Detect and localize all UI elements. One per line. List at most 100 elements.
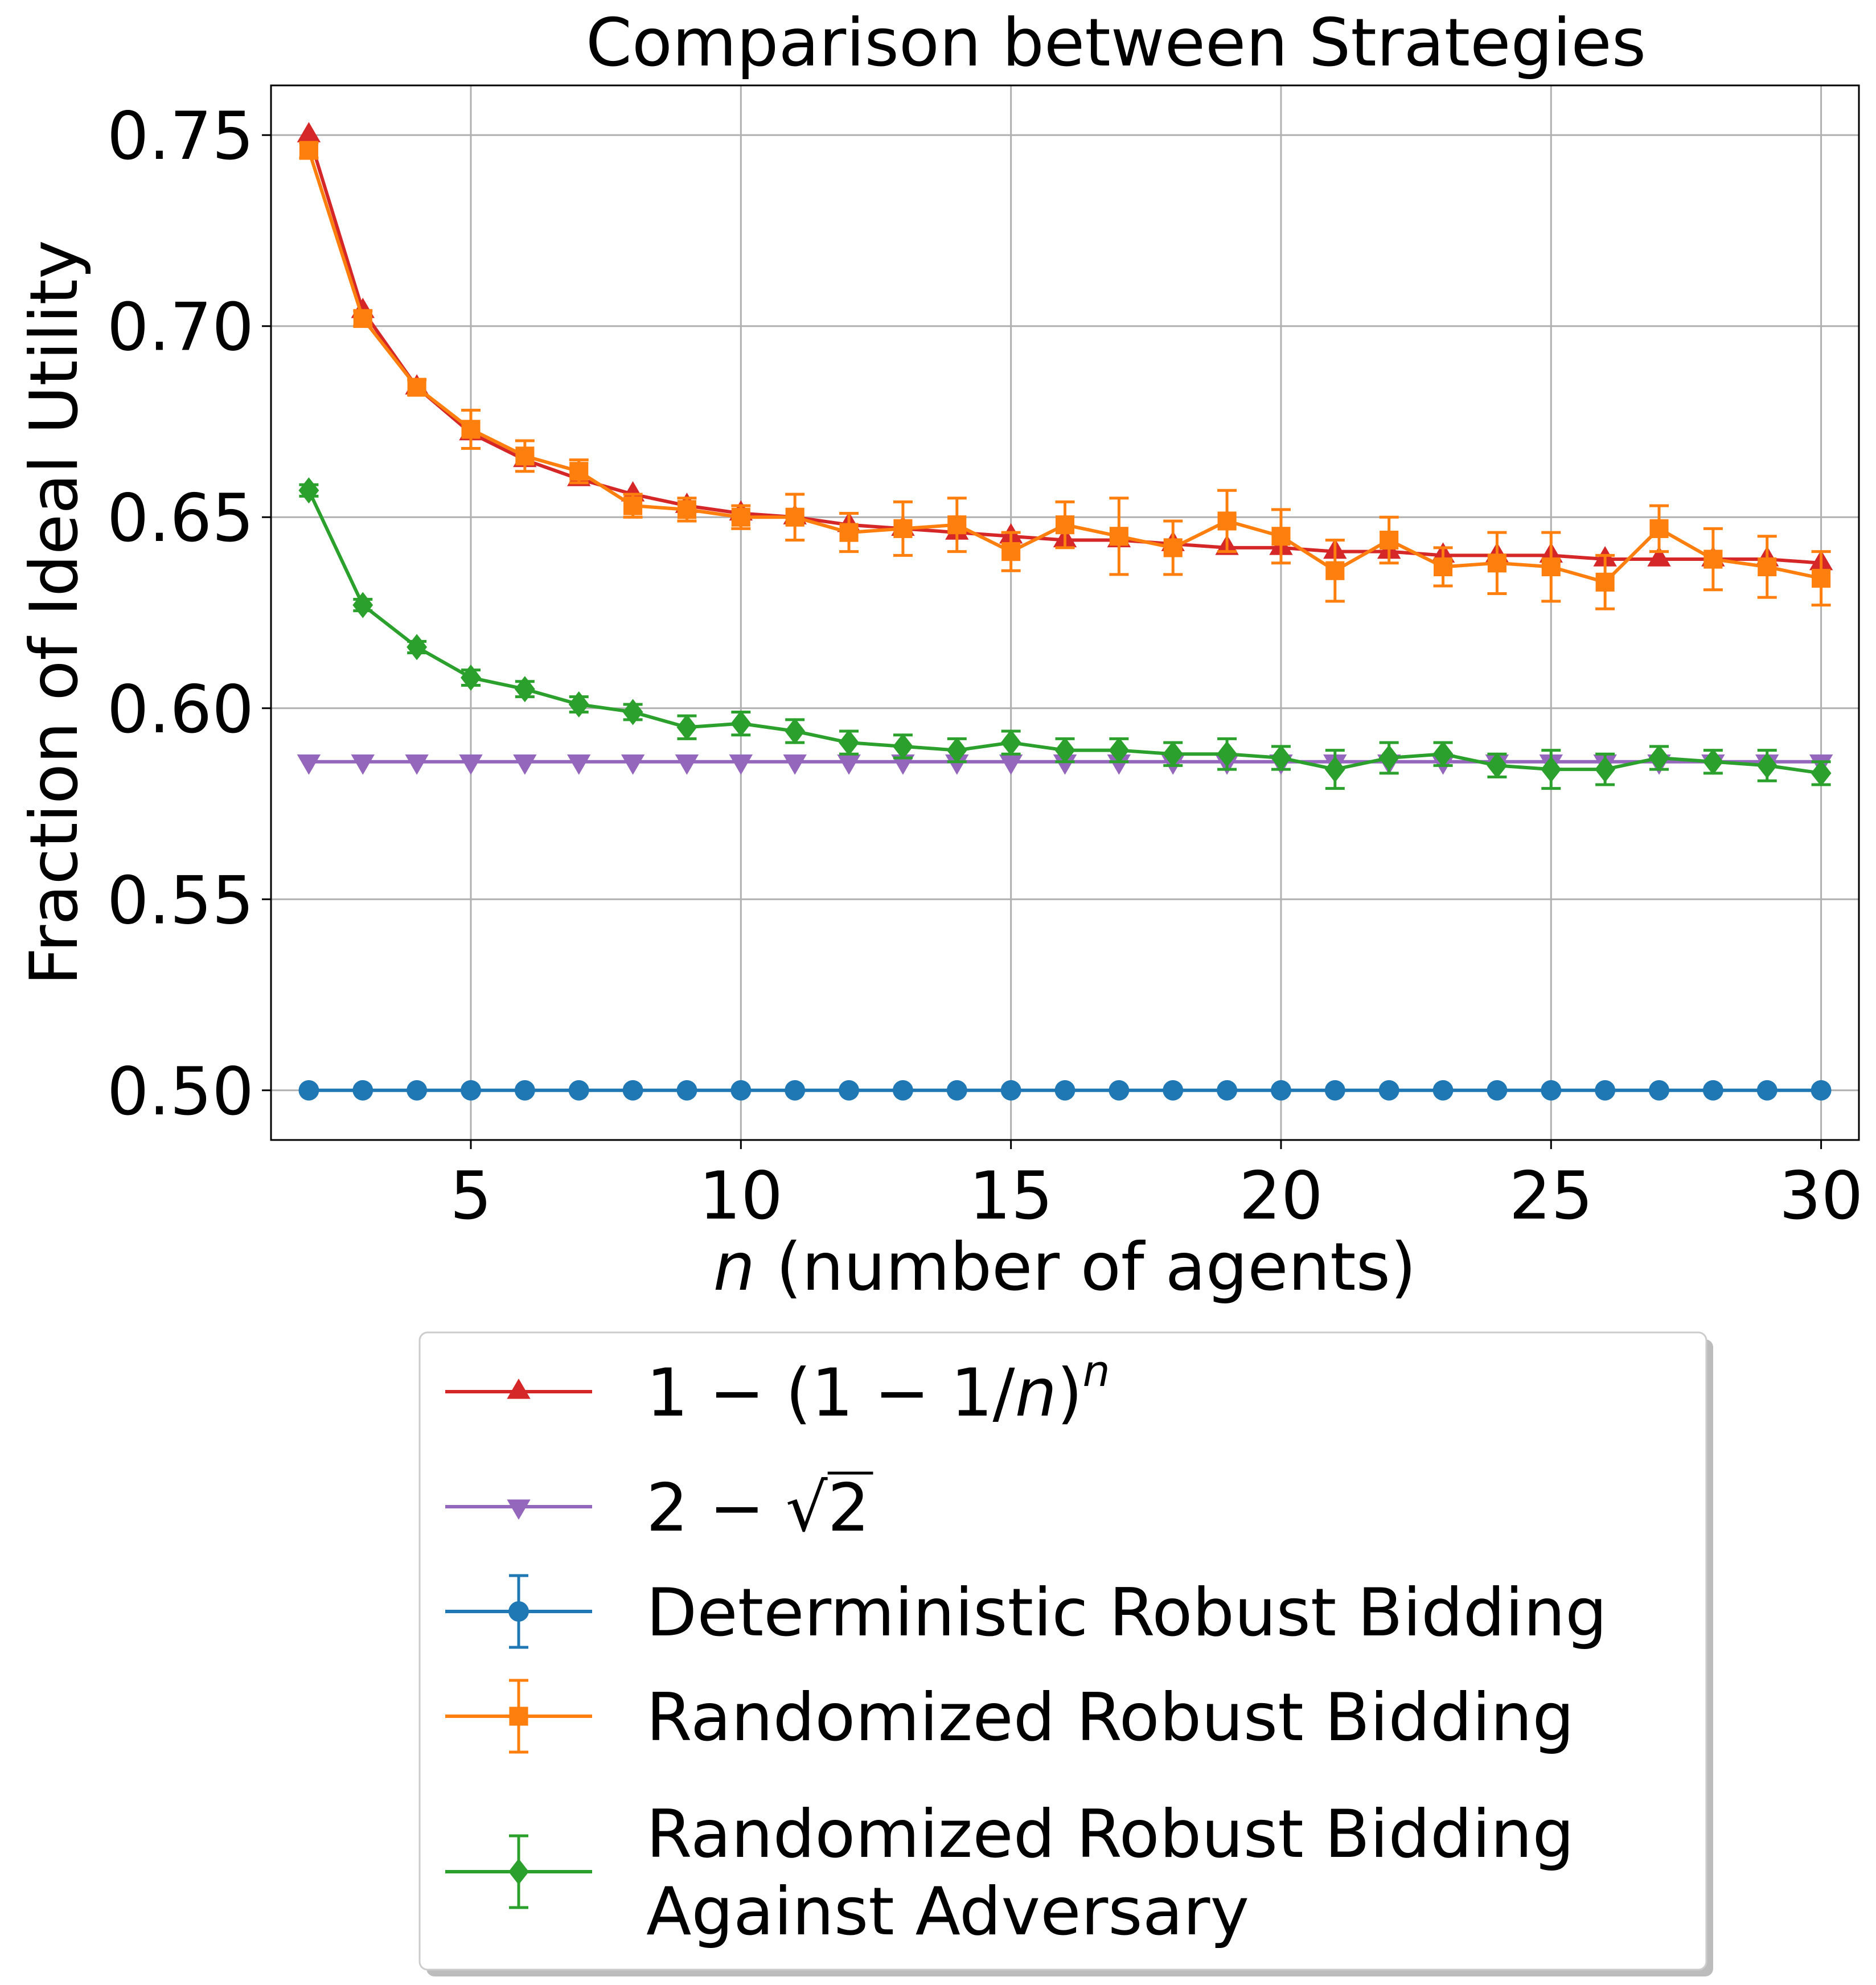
data-point: [1109, 1080, 1130, 1101]
data-point: [1703, 549, 1723, 569]
y-tick-label: 0.65: [107, 480, 254, 557]
data-point: [1109, 527, 1128, 546]
data-point: [1109, 737, 1130, 764]
data-point: [999, 754, 1023, 775]
data-point: [405, 754, 429, 775]
data-point: [1271, 1080, 1291, 1101]
data-point: [785, 507, 804, 527]
data-point: [946, 1080, 967, 1101]
x-axis-label-text: (number of agents): [755, 1229, 1416, 1306]
data-point: [837, 754, 861, 775]
data-point: [622, 699, 643, 725]
data-point: [1487, 1080, 1508, 1101]
legend-label-part: ): [1057, 1355, 1082, 1432]
y-tick-label: 0.50: [107, 1053, 254, 1130]
data-point: [1702, 748, 1723, 775]
series-randomized-robust-bidding-against-adversary: [298, 477, 1832, 790]
data-point: [1271, 527, 1291, 546]
legend-label: Against Adversary: [646, 1873, 1249, 1950]
data-point: [893, 519, 913, 538]
data-point: [1702, 1080, 1723, 1101]
data-point: [1647, 546, 1671, 567]
data-point: [1055, 515, 1075, 535]
data-point: [676, 714, 697, 741]
data-point: [1271, 744, 1291, 771]
legend-entry: Randomized Robust Bidding: [445, 1679, 1574, 1756]
legend-label: Randomized Robust Bidding: [646, 1679, 1574, 1756]
axis-ticks: 5 10 15 20 25 30 0.50 0.55 0.60 0.65 0.70 0.75: [107, 98, 1863, 1235]
data-point: [1000, 729, 1021, 756]
data-point: [1000, 1080, 1021, 1101]
series-deterministic-robust-bidding: [298, 1080, 1832, 1101]
data-point: [676, 1080, 697, 1101]
data-point: [1054, 1080, 1075, 1101]
y-tick-label: 0.70: [107, 289, 254, 366]
data-point: [1053, 754, 1077, 775]
data-point: [407, 378, 426, 397]
data-point: [892, 1080, 913, 1101]
data-point: [731, 507, 750, 527]
series-randomized-robust-bidding: [299, 141, 1831, 610]
data-point: [1812, 569, 1831, 588]
data-point: [1487, 553, 1506, 573]
data-point: [621, 754, 645, 775]
data-point: [1649, 744, 1669, 771]
data-point: [946, 737, 967, 764]
legend-label-part: 1 − (1 − 1/: [646, 1355, 1016, 1432]
legend-entries: 1 − (1 − 1/n)n 2 − √2 Deterministic Robust…: [445, 1346, 1607, 1950]
data-point: [1649, 519, 1669, 538]
data-point: [569, 462, 589, 481]
data-point: [515, 446, 535, 466]
legend-label-variable: n: [1015, 1355, 1057, 1432]
data-point: [730, 1080, 752, 1101]
legend-marker: [508, 1859, 529, 1885]
data-point: [1649, 1080, 1669, 1101]
data-point: [407, 1080, 428, 1101]
legend: 1 − (1 − 1/n)n 2 − √2 Deterministic Robust…: [418, 1331, 1713, 1976]
x-axis-label-variable: n: [713, 1229, 756, 1306]
data-point: [513, 754, 537, 775]
data-point: [297, 122, 321, 142]
data-point: [297, 754, 321, 775]
data-point: [1595, 572, 1615, 592]
legend-label-part: 2 −: [646, 1470, 786, 1547]
data-point: [1163, 1080, 1184, 1101]
data-point: [298, 477, 319, 504]
x-tick-label: 5: [450, 1158, 492, 1235]
data-point: [1432, 1080, 1454, 1101]
data-point: [1217, 741, 1238, 768]
x-tick-label: 15: [969, 1158, 1053, 1235]
data-point: [1758, 557, 1777, 577]
data-point: [839, 729, 859, 756]
data-point: [623, 496, 643, 515]
data-point: [1433, 557, 1453, 577]
data-point: [352, 592, 373, 618]
data-point: [1107, 754, 1131, 775]
data-point: [298, 1080, 319, 1101]
data-point: [892, 733, 913, 760]
data-point: [1756, 752, 1778, 779]
data-point: [675, 754, 699, 775]
data-point: [514, 1080, 535, 1101]
data-point: [1811, 1080, 1832, 1101]
data-point: [785, 718, 806, 745]
data-point: [785, 1080, 806, 1101]
data-point: [947, 515, 967, 535]
legend-entry: 2 − √2: [445, 1470, 873, 1547]
data-point: [783, 754, 807, 775]
legend-marker: [508, 1601, 529, 1622]
legend-label: 1 − (1 − 1/n)n: [646, 1346, 1110, 1432]
legend-label: Randomized Robust Bidding: [646, 1796, 1574, 1873]
data-point: [352, 1080, 373, 1101]
data-point: [459, 754, 483, 775]
data-point: [1811, 760, 1832, 786]
x-tick-label: 10: [699, 1158, 783, 1235]
legend-label-superscript: n: [1082, 1346, 1110, 1396]
x-tick-label: 20: [1239, 1158, 1323, 1235]
data-point: [839, 523, 859, 542]
data-point: [1380, 530, 1399, 550]
y-tick-label: 0.55: [107, 862, 254, 939]
y-tick-label: 0.60: [107, 671, 254, 748]
data-point: [1378, 1080, 1399, 1101]
